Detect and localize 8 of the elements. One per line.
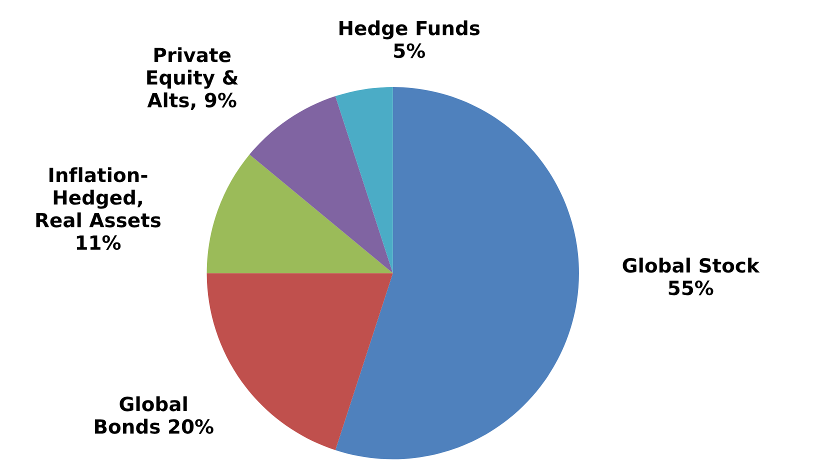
slice-label: Inflation- Hedged, Real Assets — [36, 167, 161, 228]
slice-label: Global Bonds 20% — [94, 396, 214, 434]
data-label: 55% — [668, 280, 714, 296]
slice-label: Private Equity & Alts, 9% — [147, 47, 238, 110]
slice-label: Hedge Funds — [340, 20, 480, 40]
slice-label: Global Stock — [622, 258, 760, 273]
data-label: 11% — [76, 235, 121, 250]
data-label: 5% — [394, 43, 425, 58]
